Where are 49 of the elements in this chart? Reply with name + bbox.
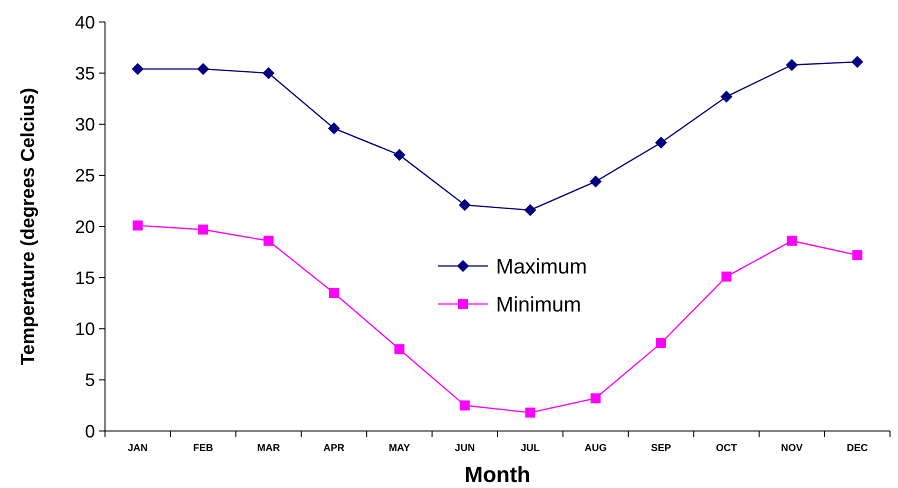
- point: [720, 90, 732, 103]
- x-tick-label: MAY: [388, 443, 410, 454]
- y-tick-label: 10: [74, 319, 95, 340]
- x-tick-label: JUN: [454, 443, 475, 454]
- y-tick-label: 0: [84, 421, 95, 442]
- point: [132, 63, 144, 76]
- x-tick-label: FEB: [193, 443, 214, 454]
- y-tick-label: 25: [74, 166, 95, 186]
- point: [590, 393, 601, 404]
- point: [851, 56, 864, 68]
- y-tick-label: 5: [84, 370, 95, 390]
- point: [721, 272, 732, 282]
- point: [460, 400, 470, 410]
- point: [655, 136, 668, 149]
- y-tick-label: 20: [74, 216, 95, 237]
- x-tick-label: OCT: [716, 443, 738, 454]
- y-tick-label: 15: [74, 268, 95, 288]
- point: [264, 236, 274, 246]
- x-tick-label: AUG: [584, 443, 607, 454]
- point: [262, 67, 275, 80]
- x-tick-label: DEC: [846, 443, 868, 454]
- x-axis-title: Month: [464, 462, 530, 487]
- x-tick-label: SEP: [651, 443, 672, 454]
- x-tick-label: JUL: [520, 443, 540, 454]
- point: [394, 344, 404, 354]
- point: [328, 122, 340, 134]
- point: [132, 220, 143, 230]
- point: [197, 63, 210, 76]
- legend-label: Minimum: [496, 293, 582, 316]
- y-tick-label: 35: [74, 63, 95, 84]
- x-tick-label: MAR: [257, 443, 281, 454]
- x-tick-label: APR: [323, 443, 346, 454]
- y-axis-title: Temperature (degrees Celcius): [18, 88, 39, 366]
- point: [786, 58, 798, 71]
- y-tick-label: 30: [74, 114, 95, 135]
- x-tick-label: NOV: [781, 443, 804, 454]
- point: [656, 338, 666, 348]
- point: [458, 199, 471, 212]
- point: [198, 224, 208, 235]
- point: [525, 408, 536, 418]
- point: [852, 250, 862, 260]
- x-tick-label: JAN: [128, 443, 148, 454]
- point: [524, 204, 536, 216]
- legend-label: Maximum: [496, 255, 588, 278]
- point: [786, 236, 797, 246]
- y-tick-label: 40: [74, 12, 95, 32]
- point: [328, 288, 339, 298]
- point: [393, 148, 406, 161]
- point: [590, 176, 602, 188]
